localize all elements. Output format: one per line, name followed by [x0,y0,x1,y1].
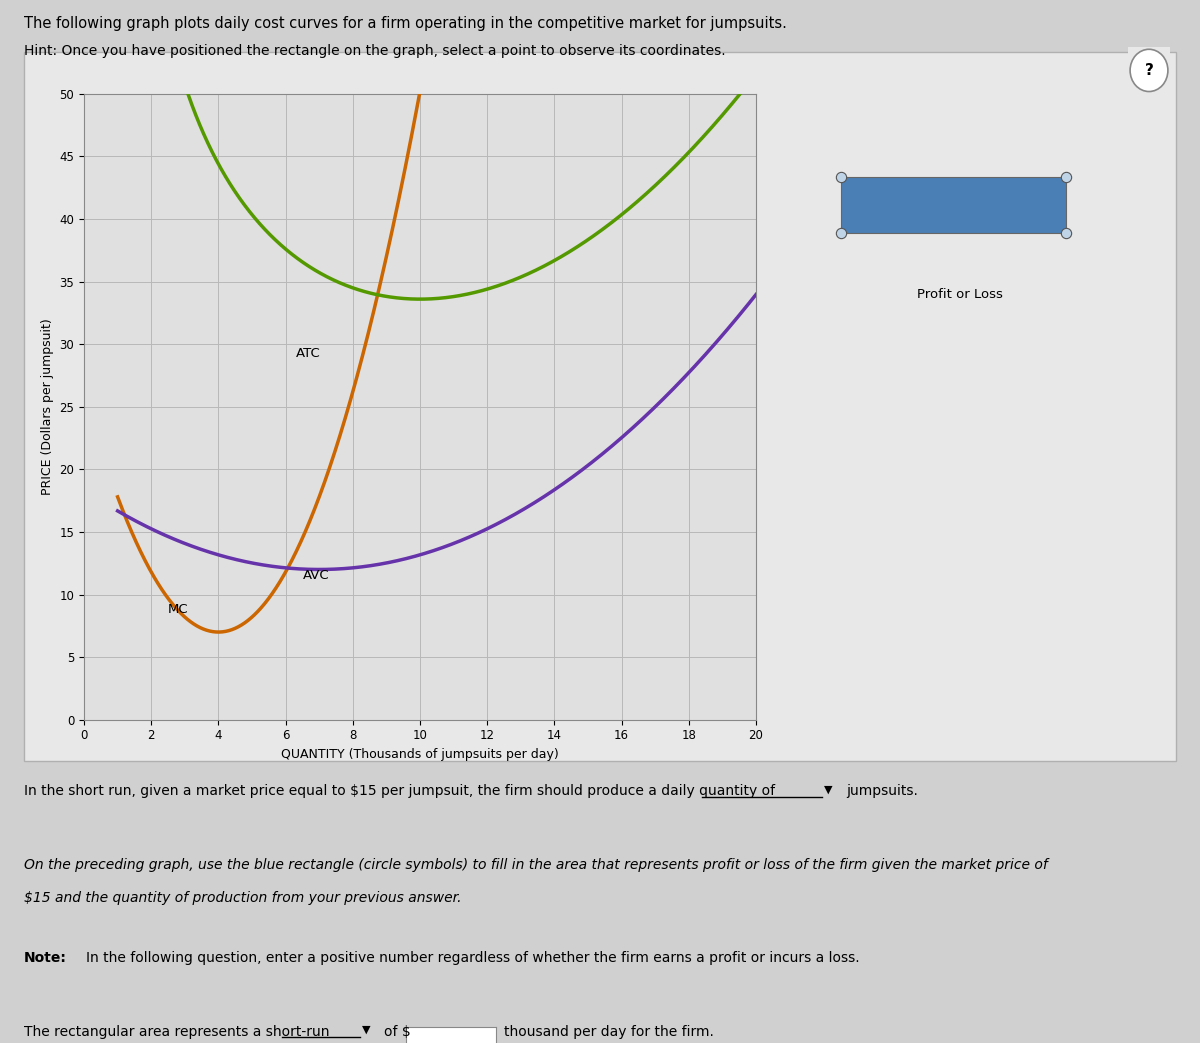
Text: MC: MC [168,603,188,616]
Text: ▼: ▼ [362,1024,371,1035]
Point [1056,225,1075,242]
Text: Profit or Loss: Profit or Loss [917,288,1003,300]
Text: of $: of $ [384,1024,410,1039]
Text: The following graph plots daily cost curves for a firm operating in the competit: The following graph plots daily cost cur… [24,16,787,30]
Point [832,169,851,186]
Text: ▼: ▼ [824,784,833,795]
Text: AVC: AVC [302,569,329,582]
Text: $15 and the quantity of production from your previous answer.: $15 and the quantity of production from … [24,891,462,905]
Text: jumpsuits.: jumpsuits. [846,784,918,798]
Text: thousand per day for the firm.: thousand per day for the firm. [504,1024,714,1039]
Text: In the following question, enter a positive number regardless of whether the fir: In the following question, enter a posit… [86,951,860,965]
Text: In the short run, given a market price equal to $15 per jumpsuit, the firm shoul: In the short run, given a market price e… [24,784,775,798]
Point [832,225,851,242]
Text: ?: ? [1145,63,1153,78]
Y-axis label: PRICE (Dollars per jumpsuit): PRICE (Dollars per jumpsuit) [41,318,54,495]
Text: On the preceding graph, use the blue rectangle (circle symbols) to fill in the a: On the preceding graph, use the blue rec… [24,857,1048,872]
Text: The rectangular area represents a short-run: The rectangular area represents a short-… [24,1024,330,1039]
Text: Note:: Note: [24,951,67,965]
Point [1056,169,1075,186]
Circle shape [1130,49,1168,92]
X-axis label: QUANTITY (Thousands of jumpsuits per day): QUANTITY (Thousands of jumpsuits per day… [281,748,559,761]
Text: ATC: ATC [295,346,320,360]
FancyBboxPatch shape [841,177,1066,234]
Text: Hint: Once you have positioned the rectangle on the graph, select a point to obs: Hint: Once you have positioned the recta… [24,44,726,57]
